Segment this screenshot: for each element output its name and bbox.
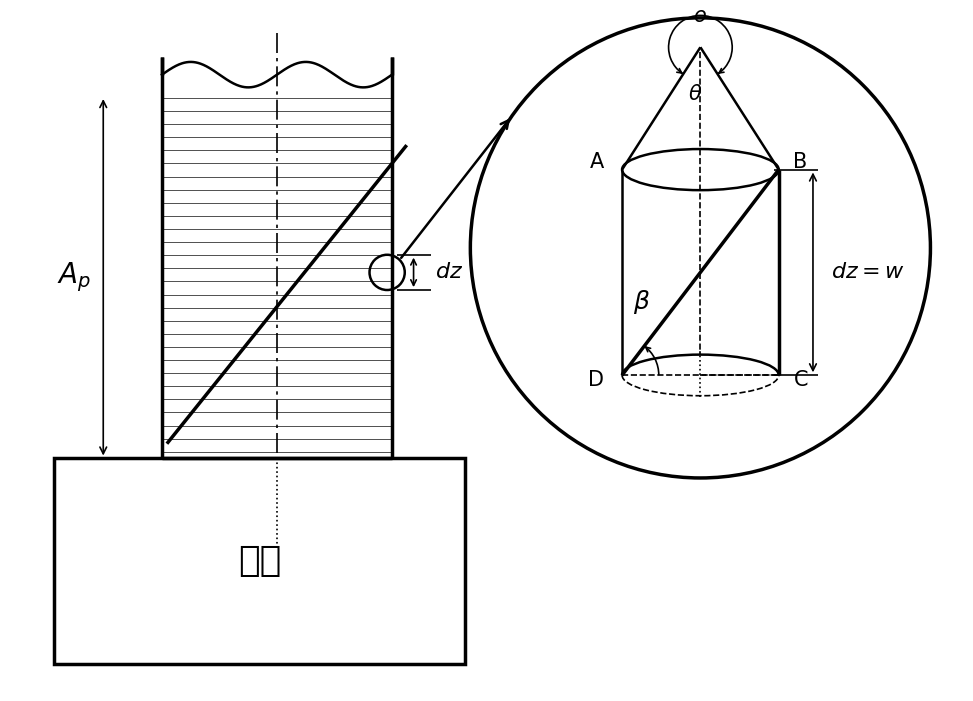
Text: C: C — [793, 370, 808, 390]
Text: $\theta$: $\theta$ — [688, 84, 703, 104]
Text: $dz = w$: $dz = w$ — [831, 262, 904, 283]
Text: B: B — [793, 152, 808, 172]
Text: 工件: 工件 — [238, 544, 281, 578]
Text: $\beta$: $\beta$ — [633, 288, 650, 316]
Text: $A_p$: $A_p$ — [56, 261, 90, 294]
Text: A: A — [591, 152, 604, 172]
Text: $dz$: $dz$ — [435, 262, 463, 283]
Text: D: D — [589, 370, 604, 390]
Text: $o$: $o$ — [694, 6, 707, 26]
